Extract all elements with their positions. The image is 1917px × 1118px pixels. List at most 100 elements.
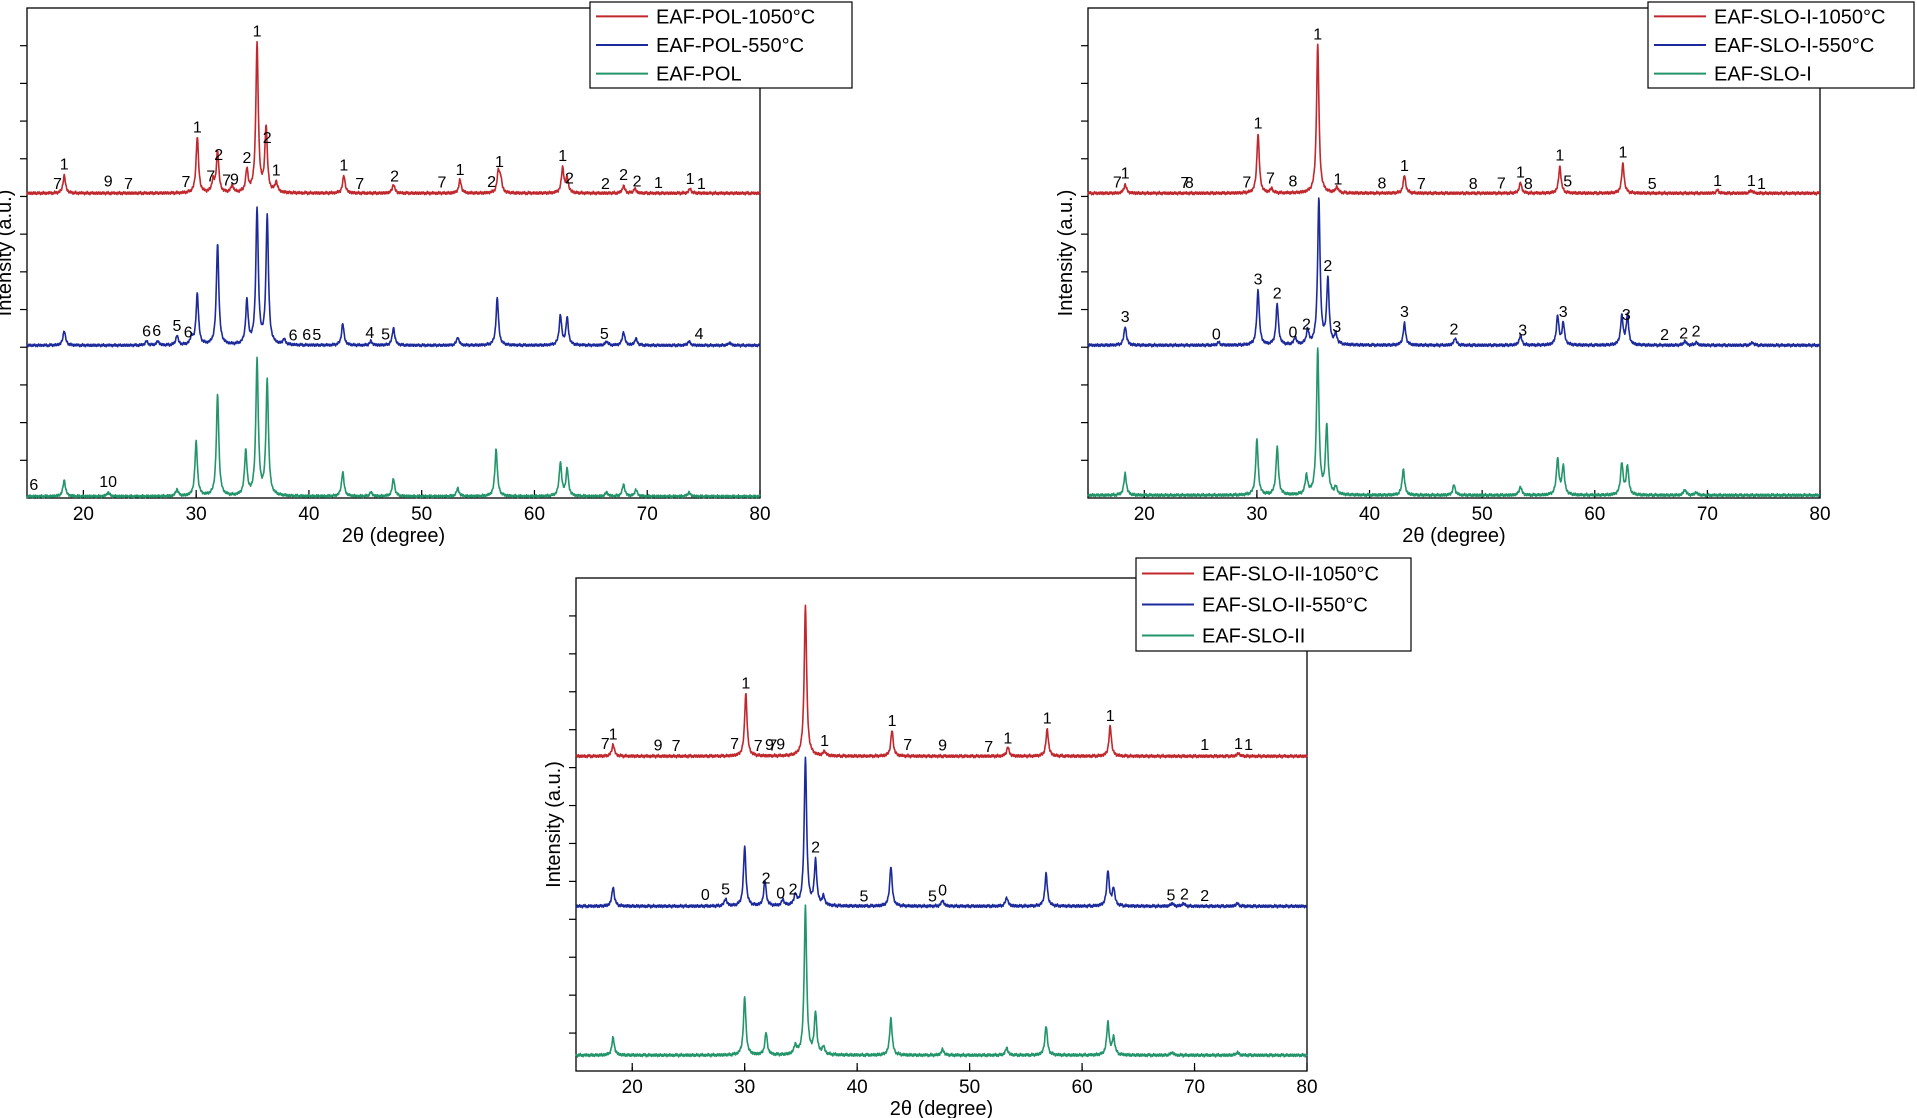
x-tick-label: 80 <box>1809 504 1830 525</box>
peak-label: 2 <box>633 174 642 191</box>
series-line <box>1087 197 1821 348</box>
peak-label: 7 <box>1113 174 1122 191</box>
x-tick-label: 70 <box>637 504 658 525</box>
peak-label: 8 <box>1377 176 1386 193</box>
peak-label: 2 <box>565 170 574 187</box>
x-tick-label: 60 <box>524 504 545 525</box>
series-line <box>575 604 1308 759</box>
legend-entry: EAF-POL-1050°C <box>656 6 815 28</box>
peak-label: 7 <box>1242 174 1251 191</box>
x-axis-title: 2θ (degree) <box>342 525 445 547</box>
peak-label: 7 <box>53 176 62 193</box>
peak-label: 1 <box>1747 173 1756 190</box>
x-tick-label: 30 <box>186 504 207 525</box>
peak-label: 2 <box>1273 285 1282 302</box>
series-line <box>1087 43 1821 196</box>
legend: EAF-SLO-I-1050°C EAF-SLO-I-550°C EAF-SLO-I <box>1647 1 1915 89</box>
peak-label: 1 <box>1200 737 1209 754</box>
peak-label: 7 <box>182 174 191 191</box>
peak-label: 2 <box>811 839 820 856</box>
peak-label: 9 <box>230 171 239 188</box>
peak-label: 1 <box>741 675 750 692</box>
peak-label: 2 <box>1180 886 1189 903</box>
peak-label: 1 <box>1106 708 1115 725</box>
legend-entry: EAF-SLO-I <box>1714 64 1812 86</box>
peak-label: 2 <box>263 130 272 147</box>
x-tick-label: 80 <box>1296 1077 1317 1098</box>
peak-label: 2 <box>390 168 399 185</box>
plot-frame <box>26 7 761 499</box>
legend-entry: EAF-POL-550°C <box>656 35 804 57</box>
peak-label: 0 <box>776 885 785 902</box>
peak-label: 7 <box>1180 175 1189 192</box>
peak-label: 3 <box>1559 304 1568 321</box>
peak-label: 9 <box>938 738 947 755</box>
peak-label: 7 <box>206 169 215 186</box>
peak-label: 8 <box>1524 176 1533 193</box>
peak-label: 1 <box>1713 173 1722 190</box>
peak-label: 6 <box>29 477 38 494</box>
peak-label: 7 <box>438 175 447 192</box>
x-tick-label: 30 <box>734 1077 755 1098</box>
series-line <box>1087 347 1821 498</box>
x-tick-label: 50 <box>959 1077 980 1098</box>
peak-label: 2 <box>601 176 610 193</box>
x-tick-label: 70 <box>1697 504 1718 525</box>
peak-label: 2 <box>1679 326 1688 343</box>
peak-label: 5 <box>928 888 937 905</box>
peak-label: 7 <box>1497 175 1506 192</box>
peak-label: 9 <box>765 737 774 754</box>
peak-label: 9 <box>104 174 113 191</box>
peak-label: 1 <box>60 156 69 173</box>
series-line <box>26 206 761 348</box>
peak-label: 2 <box>1450 321 1459 338</box>
peak-label: 2 <box>242 150 251 167</box>
peak-label: 1 <box>495 154 504 171</box>
x-tick-label: 30 <box>1246 504 1267 525</box>
peak-label: 1 <box>686 171 695 188</box>
peak-label: 1 <box>1334 172 1343 189</box>
series-line <box>26 40 761 196</box>
peak-label: 7 <box>672 738 681 755</box>
peak-label: 7 <box>601 736 610 753</box>
peak-label: 5 <box>721 881 730 898</box>
x-tick-label: 20 <box>73 504 94 525</box>
peak-label: 7 <box>730 736 739 753</box>
series-line <box>575 756 1308 909</box>
x-tick-label: 50 <box>411 504 432 525</box>
peak-label: 3 <box>1254 272 1263 289</box>
peak-label: 5 <box>1648 176 1657 193</box>
peak-label: 5 <box>381 326 390 343</box>
legend-entry: EAF-SLO-II-550°C <box>1202 595 1368 617</box>
x-tick-label: 20 <box>622 1077 643 1098</box>
peak-label: 7 <box>754 738 763 755</box>
peak-label: 3 <box>1518 323 1527 340</box>
series-line <box>26 356 761 499</box>
peak-label: 4 <box>695 326 704 343</box>
peak-label: 7 <box>355 176 364 193</box>
peak-label: 3 <box>1121 309 1130 326</box>
peak-label: 1 <box>697 176 706 193</box>
x-tick-label: 80 <box>749 504 770 525</box>
peak-label: 1 <box>558 148 567 165</box>
peak-label: 6 <box>289 328 298 345</box>
plot-frame <box>1087 7 1821 499</box>
peak-label: 5 <box>859 888 868 905</box>
peak-label: 1 <box>456 162 465 179</box>
peak-label: 8 <box>1289 174 1298 191</box>
x-tick-label: 50 <box>1472 504 1493 525</box>
legend-entry: EAF-SLO-I-1050°C <box>1714 6 1885 28</box>
peak-label: 9 <box>776 737 785 754</box>
peak-label: 2 <box>789 882 798 899</box>
peak-label: 8 <box>1185 175 1194 192</box>
peak-label: 1 <box>253 24 262 41</box>
peak-label: 3 <box>1332 319 1341 336</box>
y-axis-title: Intensity (a.u.) <box>0 190 16 317</box>
peak-label: 1 <box>820 733 829 750</box>
peak-label: 1 <box>1516 164 1525 181</box>
y-axis-title: Intensity (a.u.) <box>1055 190 1077 317</box>
peak-label: 8 <box>1469 176 1478 193</box>
peak-label: 7 <box>222 172 231 189</box>
